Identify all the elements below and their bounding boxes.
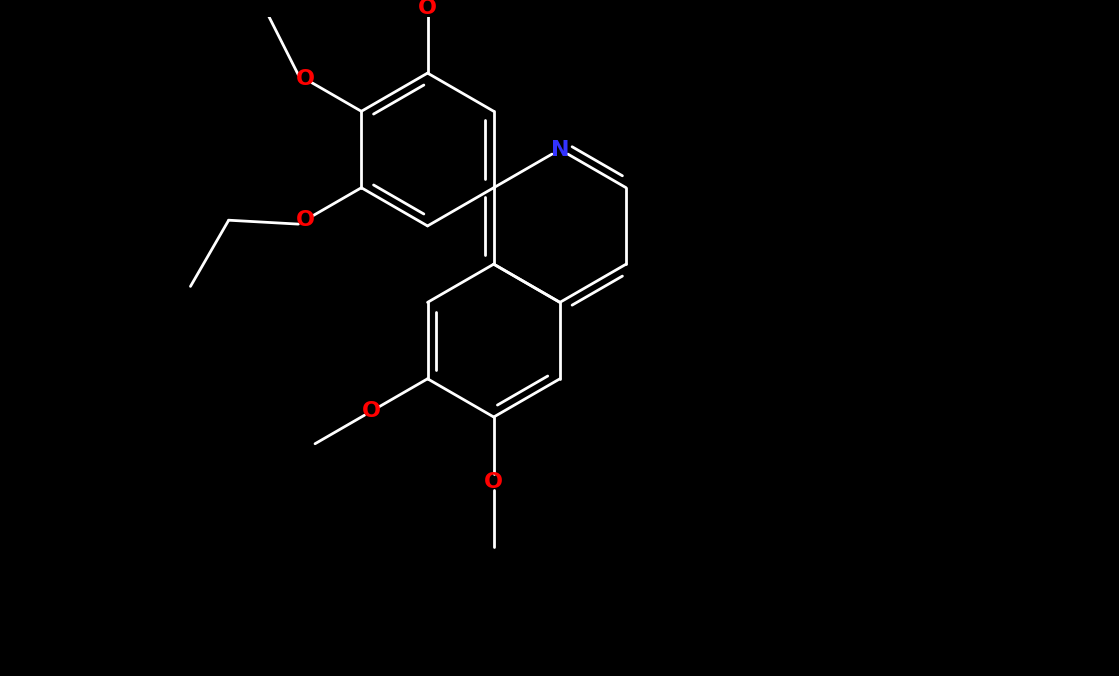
Text: O: O — [361, 402, 380, 421]
Text: O: O — [485, 472, 504, 492]
Text: O: O — [295, 69, 314, 89]
Text: O: O — [295, 210, 314, 231]
Text: O: O — [419, 0, 438, 18]
Text: N: N — [551, 139, 570, 160]
